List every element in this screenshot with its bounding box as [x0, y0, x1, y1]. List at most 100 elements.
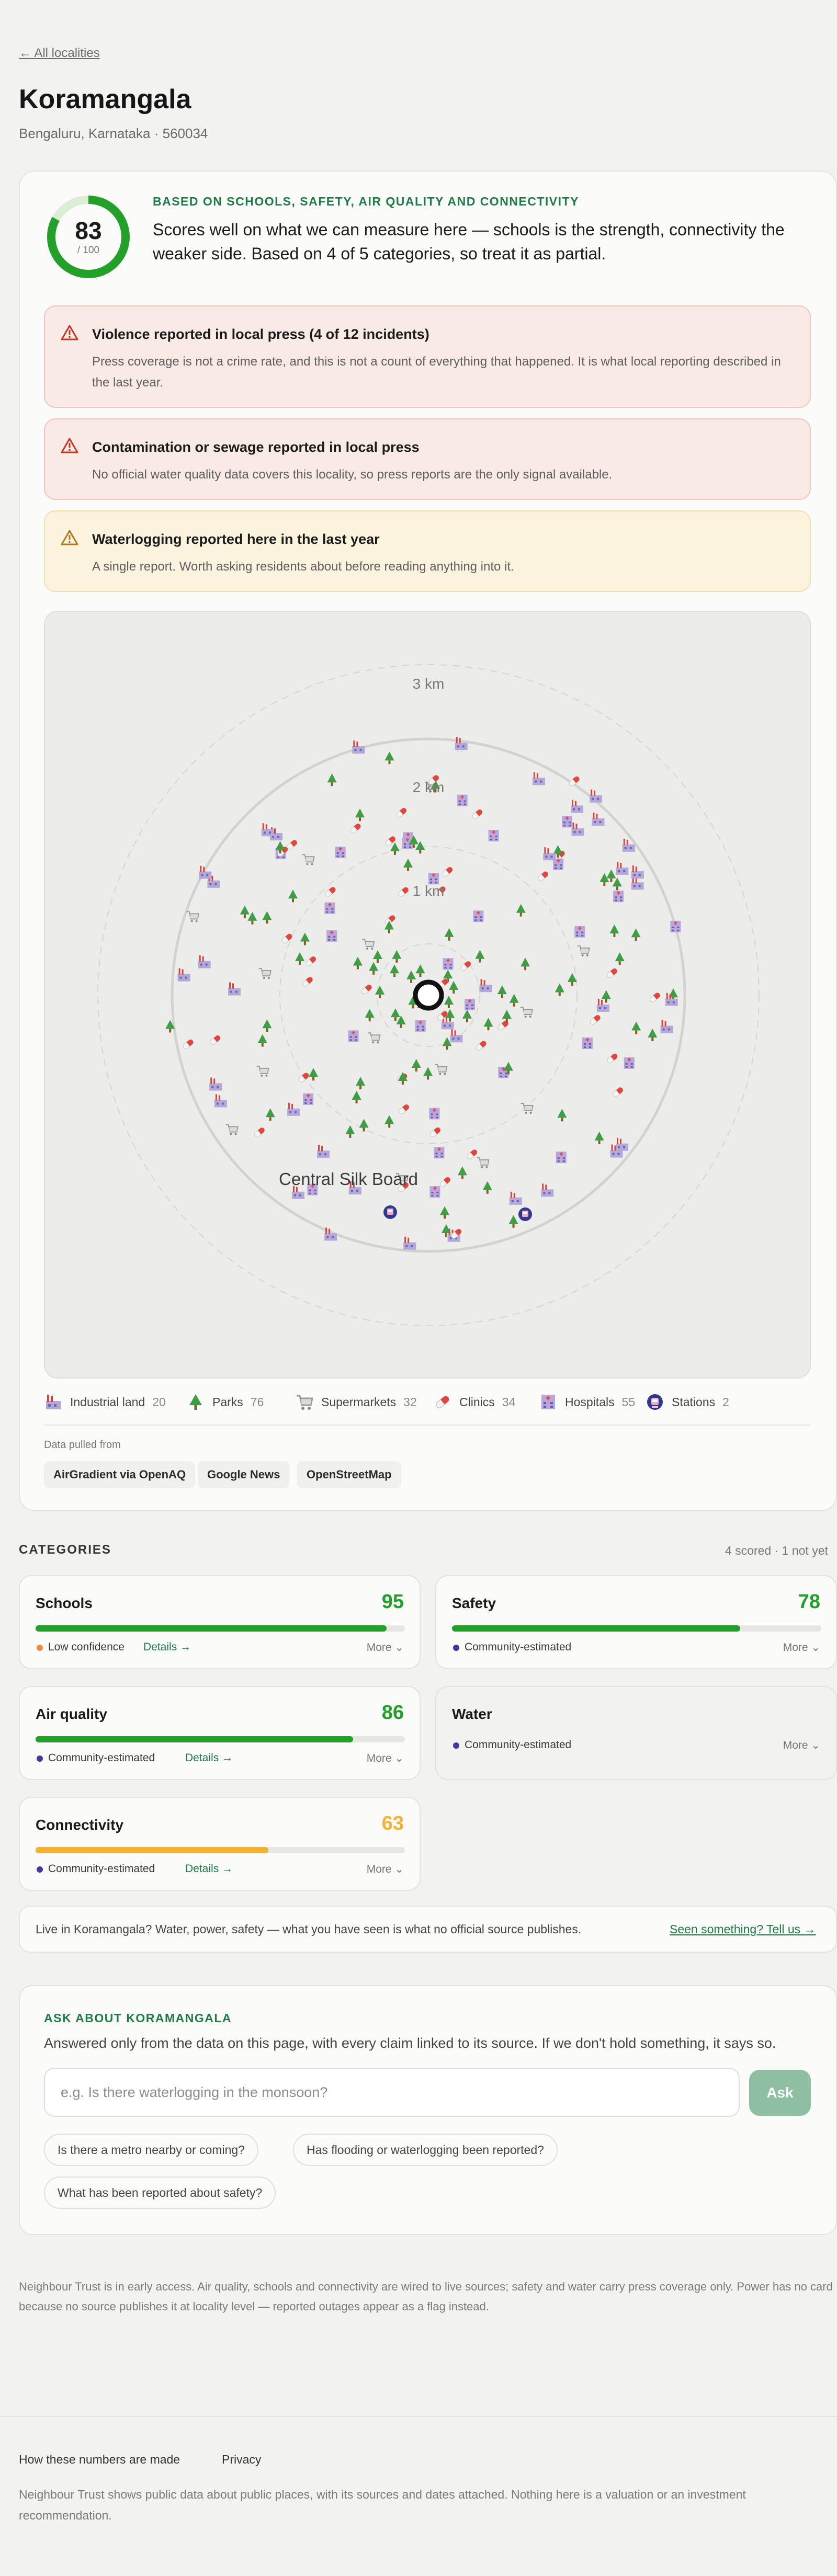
tree-marker-icon — [353, 956, 363, 970]
footer-link-privacy[interactable]: Privacy — [222, 2453, 262, 2466]
ring-label-2km: 2 km — [413, 779, 445, 795]
factory-marker-icon — [631, 876, 644, 890]
hospital-marker-icon — [324, 902, 335, 914]
tree-marker-icon — [406, 970, 416, 983]
hospital-marker-icon — [488, 830, 499, 841]
pill-marker-icon — [210, 1035, 221, 1045]
metro-icon — [647, 1394, 663, 1410]
tree-marker-icon — [356, 1077, 366, 1090]
factory-marker-icon — [616, 861, 629, 875]
legend-industrial[interactable]: Industrial land 20 — [44, 1389, 166, 1415]
category-card-connectivity[interactable]: Connectivity 63 Community-estimated Deta… — [19, 1797, 421, 1891]
amenity-map[interactable]: 3 km 2 km 1 km Central Silk Board — [44, 611, 811, 1378]
pill-marker-icon — [460, 961, 471, 971]
suggestion-flooding[interactable]: Has flooding or waterlogging been report… — [293, 2134, 558, 2166]
factory-marker-icon — [287, 1102, 300, 1116]
factory-marker-icon — [590, 789, 603, 803]
category-card-schools[interactable]: Schools 95 Low confidence Details → More… — [19, 1575, 421, 1669]
confidence-dot — [37, 1756, 43, 1762]
category-bar-fill — [36, 1625, 387, 1632]
tree-marker-icon — [390, 964, 399, 977]
legend-count: 55 — [621, 1395, 636, 1409]
category-more-button[interactable]: More ⌄ — [366, 1752, 404, 1764]
pill-marker-icon — [399, 1104, 410, 1114]
factory-marker-icon — [198, 955, 211, 968]
pill-marker-icon — [590, 1015, 601, 1025]
category-confidence: Community-estimated — [48, 1863, 155, 1875]
tree-marker-icon — [440, 1206, 449, 1219]
amenity-map-canvas[interactable]: 3 km 2 km 1 km Central Silk Board — [45, 612, 811, 1378]
tree-marker-icon — [396, 1015, 406, 1028]
legend-supermarkets[interactable]: Supermarkets 32 — [295, 1389, 417, 1415]
tree-marker-icon — [600, 873, 609, 886]
tree-marker-icon — [262, 911, 272, 924]
category-card-safety[interactable]: Safety 78 Community-estimated More ⌄ — [435, 1575, 837, 1669]
ask-label: ASK ABOUT KORAMANGALA — [44, 2011, 232, 2025]
legend-count: 34 — [502, 1395, 516, 1409]
source-chip-openaq[interactable]: AirGradient via OpenAQ — [44, 1461, 196, 1488]
cart-marker-icon — [368, 1032, 381, 1044]
category-name: Schools — [36, 1595, 93, 1611]
category-more-button[interactable]: More ⌄ — [783, 1642, 820, 1654]
factory-marker-icon — [532, 772, 545, 785]
cart-marker-icon — [225, 1124, 239, 1135]
tree-marker-icon — [257, 1034, 267, 1047]
legend-parks[interactable]: Parks 76 — [186, 1389, 264, 1415]
category-score: 78 — [798, 1591, 820, 1613]
tree-marker-icon — [327, 773, 337, 787]
pill-marker-icon — [442, 867, 453, 877]
legend-clinics[interactable]: Clinics 34 — [433, 1389, 515, 1415]
alert-title: Waterlogging reported here in the last y… — [92, 531, 380, 547]
category-details-link[interactable]: Details → — [185, 1752, 233, 1764]
category-more-button[interactable]: More ⌄ — [366, 1863, 404, 1875]
source-chip-google-news[interactable]: Google News — [198, 1461, 290, 1488]
category-confidence: Community-estimated — [465, 1739, 572, 1751]
ask-button[interactable]: Ask — [749, 2070, 811, 2116]
footer-divider — [0, 2416, 837, 2417]
factory-marker-icon — [571, 800, 583, 813]
suggestion-metro[interactable]: Is there a metro nearby or coming? — [44, 2134, 258, 2166]
pill-marker-icon — [254, 1127, 265, 1137]
legend-label: Hospitals — [565, 1395, 615, 1409]
cart-marker-icon — [520, 1007, 533, 1018]
pill-marker-icon — [650, 992, 661, 1002]
tree-marker-icon — [345, 1125, 355, 1138]
tree-marker-icon — [557, 1109, 567, 1122]
category-card-water[interactable]: Water Community-estimated More ⌄ — [435, 1686, 837, 1780]
confidence-dot — [453, 1742, 459, 1749]
category-name: Water — [452, 1706, 492, 1722]
alert-title: Violence reported in local press (4 of 1… — [92, 326, 429, 342]
pill-marker-icon — [538, 871, 549, 881]
category-more-button[interactable]: More ⌄ — [783, 1739, 820, 1751]
tree-marker-icon — [403, 858, 413, 871]
hospital-marker-icon — [429, 1186, 440, 1198]
suggestion-safety[interactable]: What has been reported about safety? — [44, 2176, 276, 2209]
legend-hospitals[interactable]: Hospitals 55 — [539, 1389, 635, 1415]
category-bar-track — [36, 1847, 405, 1853]
category-confidence: Community-estimated — [465, 1641, 572, 1653]
tree-marker-icon — [415, 841, 425, 854]
warning-icon — [61, 438, 78, 453]
factory-marker-icon — [199, 865, 212, 879]
locality-center-marker — [413, 979, 444, 1011]
pill-marker-icon — [398, 887, 409, 897]
tell-us-link[interactable]: Seen something? Tell us → — [670, 1922, 816, 1936]
legend-stations[interactable]: Stations 2 — [646, 1389, 729, 1415]
pill-marker-icon — [385, 836, 396, 846]
source-chip-openstreetmap[interactable]: OpenStreetMap — [297, 1461, 401, 1488]
legend-count: 2 — [722, 1395, 729, 1409]
ask-input[interactable] — [44, 2068, 740, 2117]
overall-score-max: / 100 — [77, 245, 100, 256]
back-to-localities-link[interactable]: ← All localities — [19, 46, 100, 60]
disclaimer-text: Neighbour Trust is in early access. Air … — [19, 2280, 833, 2313]
category-score: 86 — [381, 1702, 404, 1724]
metro-marker-icon — [383, 1205, 397, 1219]
category-details-link[interactable]: Details → — [143, 1641, 191, 1653]
category-card-air-quality[interactable]: Air quality 86 Community-estimated Detai… — [19, 1686, 421, 1780]
category-details-link[interactable]: Details → — [185, 1863, 233, 1875]
pill-marker-icon — [361, 984, 372, 995]
footer-link-methodology[interactable]: How these numbers are made — [19, 2453, 180, 2466]
category-score: 95 — [381, 1591, 404, 1613]
tree-marker-icon — [521, 958, 530, 971]
category-more-button[interactable]: More ⌄ — [366, 1642, 404, 1654]
